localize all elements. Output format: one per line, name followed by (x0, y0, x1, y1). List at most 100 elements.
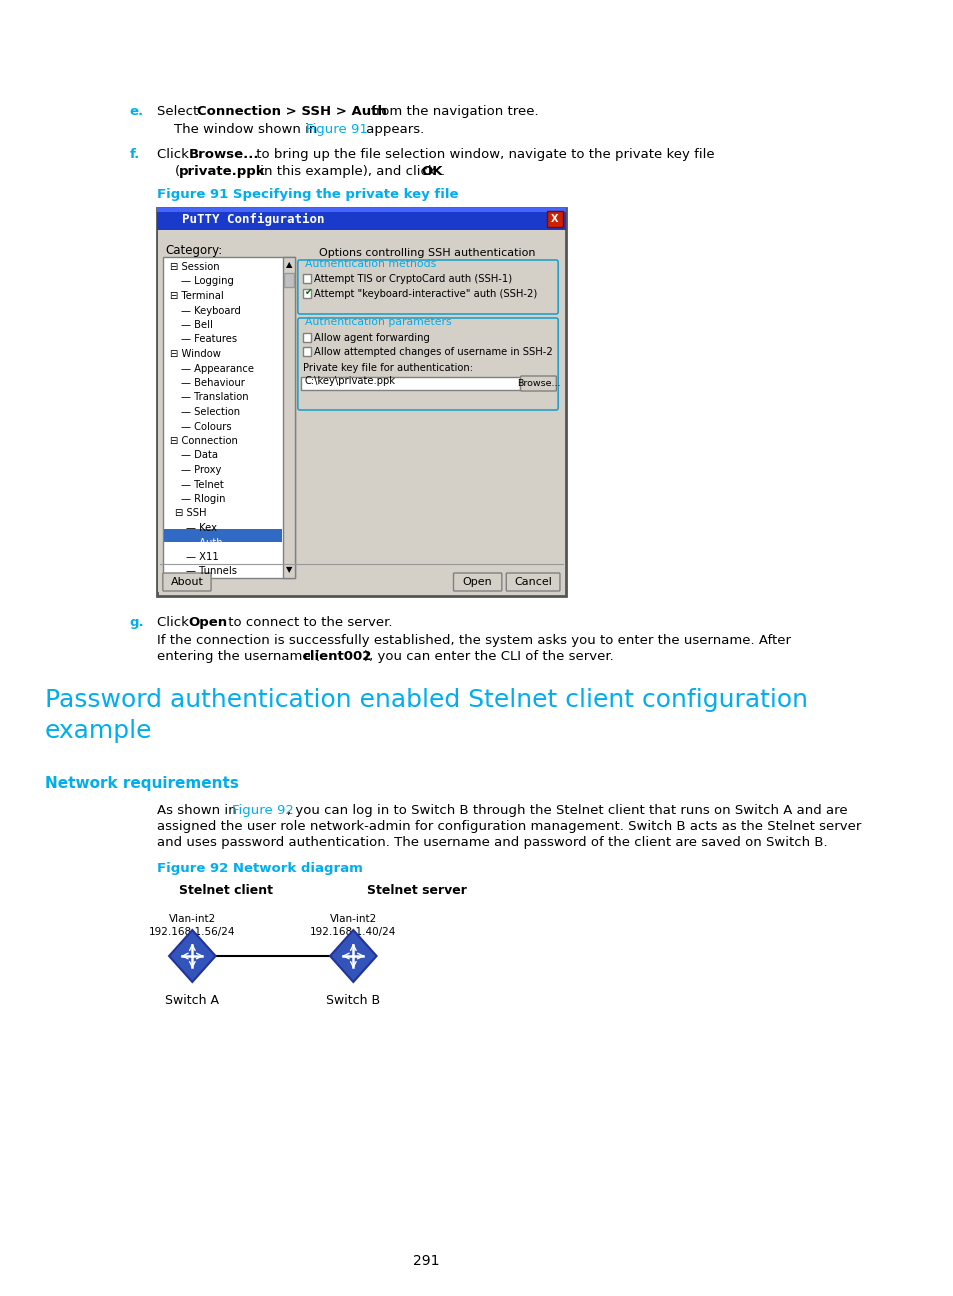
Text: Vlan-int2: Vlan-int2 (330, 914, 376, 924)
Text: — Auth: — Auth (186, 538, 222, 547)
Text: ⊟ Connection: ⊟ Connection (170, 435, 237, 446)
Text: Figure 91: Figure 91 (306, 123, 368, 136)
Text: Open: Open (462, 577, 492, 587)
Text: Private key file for authentication:: Private key file for authentication: (303, 363, 473, 373)
Text: Vlan-int2: Vlan-int2 (169, 914, 215, 924)
Bar (156, 207, 566, 596)
Text: Figure 92: Figure 92 (232, 804, 294, 816)
Bar (282, 257, 294, 578)
Text: Allow agent forwarding: Allow agent forwarding (314, 333, 430, 343)
Text: .: . (439, 165, 444, 178)
Text: Figure 91 Specifying the private key file: Figure 91 Specifying the private key fil… (156, 188, 457, 201)
Text: Attempt "keyboard-interactive" auth (SSH-2): Attempt "keyboard-interactive" auth (SSH… (314, 289, 537, 299)
Text: (: ( (174, 165, 179, 178)
Text: from the navigation tree.: from the navigation tree. (367, 105, 538, 118)
Text: in this example), and click: in this example), and click (256, 165, 440, 178)
Text: Switch B: Switch B (326, 994, 380, 1007)
Text: Authentication parameters: Authentication parameters (305, 318, 451, 327)
Text: OK: OK (420, 165, 442, 178)
FancyBboxPatch shape (297, 260, 558, 314)
Text: Switch A: Switch A (165, 994, 219, 1007)
Text: ✔: ✔ (305, 288, 313, 297)
Text: 291: 291 (413, 1255, 439, 1267)
Text: — Tunnels: — Tunnels (186, 566, 236, 577)
Text: — X11: — X11 (186, 552, 218, 562)
Text: Stelnet server: Stelnet server (366, 884, 466, 897)
Text: Click: Click (156, 616, 193, 629)
FancyBboxPatch shape (520, 376, 556, 391)
Text: assigned the user role network-admin for configuration management. Switch B acts: assigned the user role network-admin for… (156, 820, 860, 833)
Text: Open: Open (189, 616, 228, 629)
Text: private.ppk: private.ppk (179, 165, 265, 178)
Text: Allow attempted changes of username in SSH-2: Allow attempted changes of username in S… (314, 347, 552, 356)
Text: — Bell: — Bell (180, 320, 213, 330)
Text: Category:: Category: (165, 244, 222, 257)
Text: — Behaviour: — Behaviour (180, 378, 244, 388)
Bar (163, 257, 294, 578)
Polygon shape (330, 931, 376, 982)
Text: ▲: ▲ (285, 260, 292, 270)
Text: 192.168.1.56/24: 192.168.1.56/24 (149, 927, 235, 937)
Bar (303, 289, 311, 298)
Text: Browse...: Browse... (517, 378, 559, 388)
Text: , you can log in to Switch B through the Stelnet client that runs on Switch A an: , you can log in to Switch B through the… (287, 804, 846, 816)
Text: entering the username (: entering the username ( (156, 651, 319, 664)
Text: Attempt TIS or CryptoCard auth (SSH-1): Attempt TIS or CryptoCard auth (SSH-1) (314, 273, 512, 284)
Text: and uses password authentication. The username and password of the client are sa: and uses password authentication. The us… (156, 836, 826, 849)
Bar (546, 211, 562, 227)
Text: f.: f. (130, 148, 140, 161)
Text: ⊟ Session: ⊟ Session (170, 262, 219, 272)
Bar (158, 229, 564, 592)
FancyBboxPatch shape (163, 573, 211, 591)
Text: ⊟ Window: ⊟ Window (170, 349, 220, 359)
Text: Stelnet client: Stelnet client (179, 884, 273, 897)
Bar (301, 377, 519, 390)
Text: — Rlogin: — Rlogin (180, 494, 225, 504)
Text: g.: g. (130, 616, 144, 629)
Text: — Features: — Features (180, 334, 236, 345)
Polygon shape (169, 931, 215, 982)
Text: X: X (550, 214, 558, 224)
Text: ▼: ▼ (285, 565, 292, 574)
Text: About: About (171, 577, 203, 587)
Text: — Colours: — Colours (180, 421, 231, 432)
Text: Cancel: Cancel (514, 577, 552, 587)
FancyBboxPatch shape (297, 318, 558, 410)
Bar (156, 207, 566, 229)
Text: Options controlling SSH authentication: Options controlling SSH authentication (319, 248, 536, 258)
Bar (156, 207, 566, 213)
Text: Network requirements: Network requirements (45, 776, 238, 791)
Text: Connection > SSH > Auth: Connection > SSH > Auth (197, 105, 387, 118)
Text: — Proxy: — Proxy (180, 465, 221, 476)
Text: to bring up the file selection window, navigate to the private key file: to bring up the file selection window, n… (252, 148, 714, 161)
Text: Browse...: Browse... (189, 148, 259, 161)
Text: 192.168.1.40/24: 192.168.1.40/24 (310, 927, 396, 937)
Text: — Keyboard: — Keyboard (180, 306, 240, 315)
Bar (303, 333, 311, 342)
Text: — Data: — Data (180, 451, 217, 460)
Text: Click: Click (156, 148, 193, 161)
Text: ⊟ Terminal: ⊟ Terminal (170, 292, 223, 301)
Text: — Appearance: — Appearance (180, 363, 253, 373)
Text: As shown in: As shown in (156, 804, 240, 816)
Text: ), you can enter the CLI of the server.: ), you can enter the CLI of the server. (364, 651, 614, 664)
Bar (303, 347, 311, 356)
Text: ⊟ SSH: ⊟ SSH (175, 508, 207, 518)
Text: — Kex: — Kex (186, 524, 217, 533)
Text: — Selection: — Selection (180, 407, 239, 417)
Text: e.: e. (130, 105, 144, 118)
Bar (164, 529, 281, 542)
FancyBboxPatch shape (453, 573, 501, 591)
Text: Password authentication enabled Stelnet client configuration
example: Password authentication enabled Stelnet … (45, 688, 807, 743)
Text: Authentication methods: Authentication methods (305, 259, 436, 270)
Text: C:\key\private.ppk: C:\key\private.ppk (304, 376, 395, 386)
Bar (303, 273, 311, 283)
Text: Figure 92 Network diagram: Figure 92 Network diagram (156, 862, 362, 875)
Text: The window shown in: The window shown in (174, 123, 322, 136)
Text: Select: Select (156, 105, 202, 118)
Text: appears.: appears. (361, 123, 424, 136)
Text: — Telnet: — Telnet (180, 480, 223, 490)
Text: — Translation: — Translation (180, 393, 248, 403)
Text: If the connection is successfully established, the system asks you to enter the : If the connection is successfully establ… (156, 634, 790, 647)
FancyBboxPatch shape (506, 573, 559, 591)
